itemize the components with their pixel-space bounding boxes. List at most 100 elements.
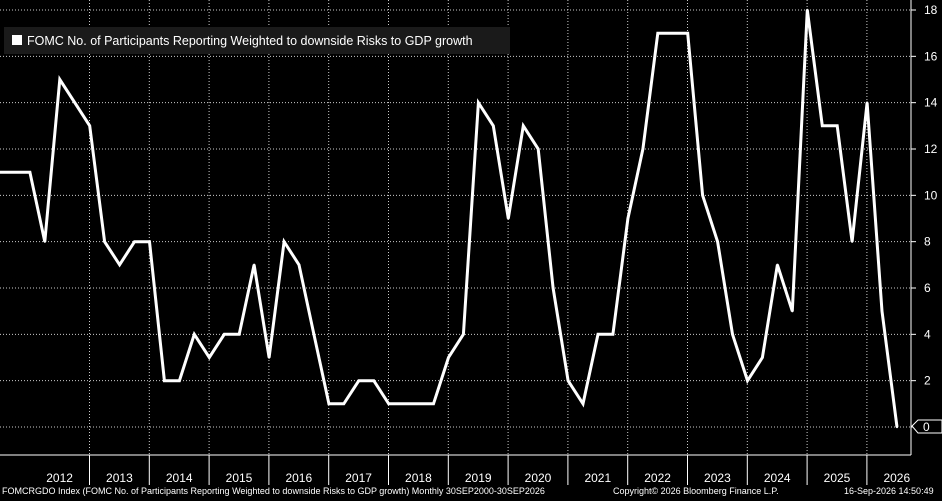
data-point — [895, 425, 899, 429]
x-tick-label-2025: 2025 — [824, 471, 851, 485]
x-tick-label-2023: 2023 — [704, 471, 731, 485]
footer-timestamp: 16-Sep-2026 14:50:49 — [844, 486, 934, 496]
y-tick-label-10: 10 — [924, 188, 938, 202]
x-gridlines — [89, 0, 868, 455]
data-point — [522, 124, 525, 128]
data-point — [193, 333, 196, 336]
data-point — [776, 263, 779, 267]
data-point — [282, 240, 286, 243]
data-point — [133, 240, 136, 243]
data-point — [731, 333, 734, 336]
data-point — [551, 286, 555, 290]
legend-swatch — [12, 35, 22, 45]
x-tick-label-2018: 2018 — [405, 471, 432, 485]
data-point — [252, 263, 256, 267]
y-tick-label-12: 12 — [924, 142, 938, 156]
data-point — [402, 402, 405, 406]
gridlines — [0, 9, 911, 428]
data-point — [447, 356, 450, 359]
x-tick-label-2012: 2012 — [46, 471, 73, 485]
data-point — [791, 309, 794, 313]
data-point — [462, 333, 465, 336]
x-tick-label-2026: 2026 — [883, 471, 910, 485]
data-point — [417, 402, 420, 406]
data-point — [372, 379, 375, 382]
data-point — [880, 309, 884, 313]
x-tick-label-2021: 2021 — [584, 471, 611, 485]
x-tick-label-2022: 2022 — [644, 471, 671, 485]
y-tick-label-14: 14 — [924, 96, 938, 110]
data-point — [387, 402, 390, 406]
data-point — [0, 170, 2, 174]
x-axis-ticks: 2012 2013 2014 2015 2016 2017 2018 2019 2020 2021… — [46, 455, 910, 485]
data-point — [43, 240, 47, 243]
footer-copyright: Copyright© 2026 Bloomberg Finance L.P. — [613, 486, 779, 496]
legend-background — [4, 27, 510, 54]
data-point — [432, 402, 435, 406]
data-point — [208, 356, 211, 359]
data-point — [163, 379, 166, 382]
data-point — [118, 263, 121, 267]
data-point — [850, 240, 854, 243]
data-point — [357, 379, 360, 382]
data-point — [58, 78, 61, 81]
data-point — [238, 333, 241, 336]
x-tick-label-2019: 2019 — [465, 471, 492, 485]
data-point — [477, 101, 480, 104]
y-tick-label-2: 2 — [924, 374, 931, 388]
data-point — [492, 124, 495, 128]
last-value-text: 0 — [923, 420, 930, 434]
series-layer — [0, 8, 899, 429]
data-point — [88, 124, 91, 128]
data-point — [342, 402, 346, 406]
data-point — [596, 333, 600, 336]
data-point — [297, 263, 301, 267]
data-point — [28, 170, 32, 174]
y-tick-label-6: 6 — [924, 281, 931, 295]
data-point — [626, 217, 630, 220]
x-tick-label-2015: 2015 — [226, 471, 253, 485]
data-point — [836, 124, 839, 128]
data-point — [865, 101, 869, 104]
data-point — [566, 379, 570, 382]
data-point — [716, 240, 719, 243]
data-point — [223, 333, 226, 336]
y-tick-label-16: 16 — [924, 49, 938, 63]
data-point — [267, 356, 271, 359]
data-point — [701, 194, 704, 197]
last-value-label: 0 — [911, 419, 942, 434]
legend: FOMC No. of Participants Reporting Weigh… — [4, 27, 510, 54]
x-tick-label-2020: 2020 — [525, 471, 552, 485]
x-tick-label-2024: 2024 — [764, 471, 791, 485]
data-point — [821, 124, 824, 128]
data-point — [103, 240, 106, 243]
data-point — [656, 31, 659, 35]
data-point — [806, 8, 809, 12]
y-axis-ticks: 2 4 6 8 10 12 14 16 18 — [911, 3, 938, 428]
data-point — [746, 379, 749, 382]
data-point — [686, 31, 689, 35]
data-point — [148, 240, 151, 243]
data-point — [312, 333, 316, 336]
data-point — [73, 101, 76, 104]
x-tick-label-2013: 2013 — [106, 471, 133, 485]
data-point — [761, 356, 764, 359]
x-tick-label-2017: 2017 — [345, 471, 372, 485]
data-point — [178, 379, 181, 382]
data-point — [671, 31, 674, 35]
legend-label: FOMC No. of Participants Reporting Weigh… — [27, 34, 473, 48]
data-point — [641, 147, 645, 151]
data-point — [611, 333, 615, 336]
data-point — [581, 402, 585, 406]
data-point — [537, 147, 540, 151]
data-point — [327, 402, 331, 406]
y-tick-label-8: 8 — [924, 235, 931, 249]
footer-source: FOMCRGDO Index (FOMC No. of Participants… — [2, 486, 545, 496]
data-point — [507, 217, 510, 220]
last-value-marker — [911, 419, 942, 434]
y-tick-label-4: 4 — [924, 327, 931, 341]
x-tick-label-2014: 2014 — [166, 471, 193, 485]
y-tick-label-18: 18 — [924, 3, 938, 17]
x-tick-label-2016: 2016 — [285, 471, 312, 485]
